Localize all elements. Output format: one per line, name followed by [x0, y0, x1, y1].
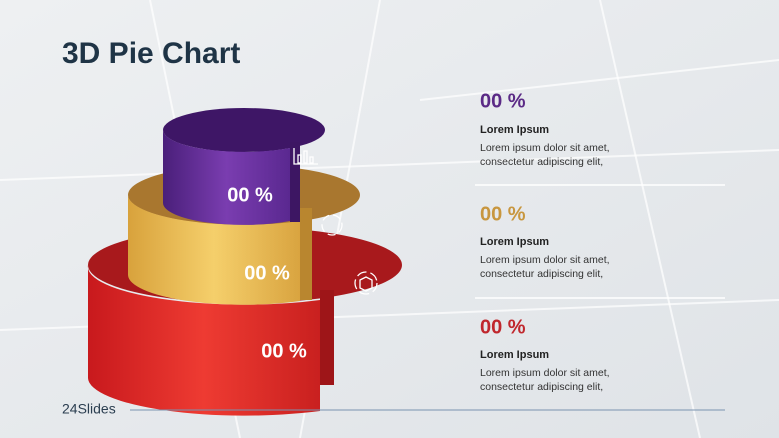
heading: Lorem Ipsum: [480, 236, 549, 248]
logo: 24Slides: [62, 401, 116, 417]
body-line: Lorem ipsum dolor sit amet,: [480, 254, 610, 266]
value-text: 00 %: [480, 203, 526, 225]
icons: [293, 148, 378, 295]
body-line: Lorem ipsum dolor sit amet,: [480, 142, 610, 154]
title: 3D Pie Chart: [62, 37, 240, 70]
tier-label: 00 %: [227, 184, 273, 206]
value-text: 00 %: [480, 90, 526, 112]
body-line: consectetur adipiscing elit,: [480, 381, 603, 393]
heading: Lorem Ipsum: [480, 124, 549, 136]
tier-purple: [163, 108, 325, 225]
legend-block: 00 % Lorem Ipsum Lorem ipsum dolor sit a…: [475, 90, 725, 393]
body-line: consectetur adipiscing elit,: [480, 268, 603, 280]
tier-label: 00 %: [244, 262, 290, 284]
body-line: consectetur adipiscing elit,: [480, 156, 603, 168]
body-line: Lorem ipsum dolor sit amet,: [480, 367, 610, 379]
value-text: 00 %: [480, 316, 526, 338]
heading: Lorem Ipsum: [480, 349, 549, 361]
tier-label: 00 %: [261, 340, 307, 362]
